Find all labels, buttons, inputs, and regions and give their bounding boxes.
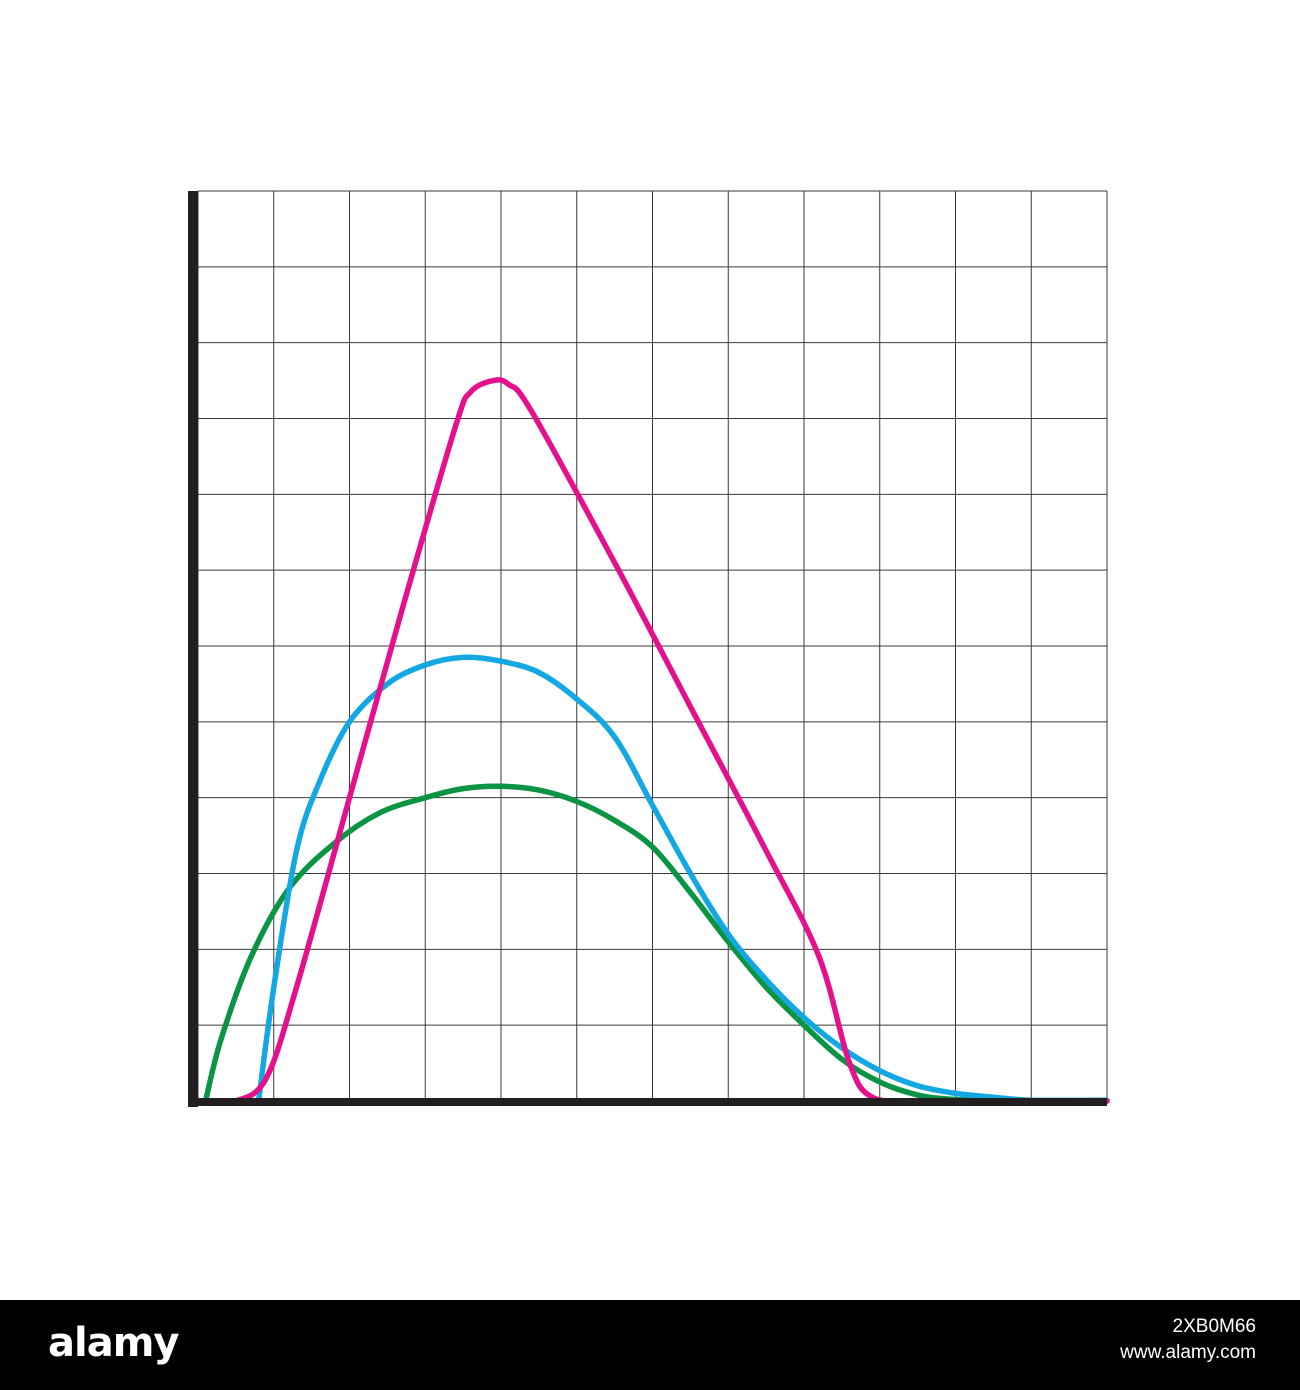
- alamy-logo: alamy: [48, 1320, 179, 1366]
- chart-axes: [188, 191, 1107, 1107]
- chart-series: [202, 377, 1110, 1106]
- magenta-series-line: [202, 377, 1110, 1106]
- green-series-line: [202, 783, 1110, 1104]
- blue-series-line: [255, 654, 1110, 1104]
- watermark-footer: alamy 2XB0M66 www.alamy.com: [0, 1300, 1300, 1390]
- image-id: 2XB0M66: [1172, 1316, 1256, 1337]
- footer-meta: 2XB0M66 www.alamy.com: [1120, 1314, 1256, 1366]
- chart-grid: [197, 190, 1108, 1102]
- site-url: www.alamy.com: [1120, 1342, 1256, 1363]
- distribution-chart: [188, 190, 1110, 1107]
